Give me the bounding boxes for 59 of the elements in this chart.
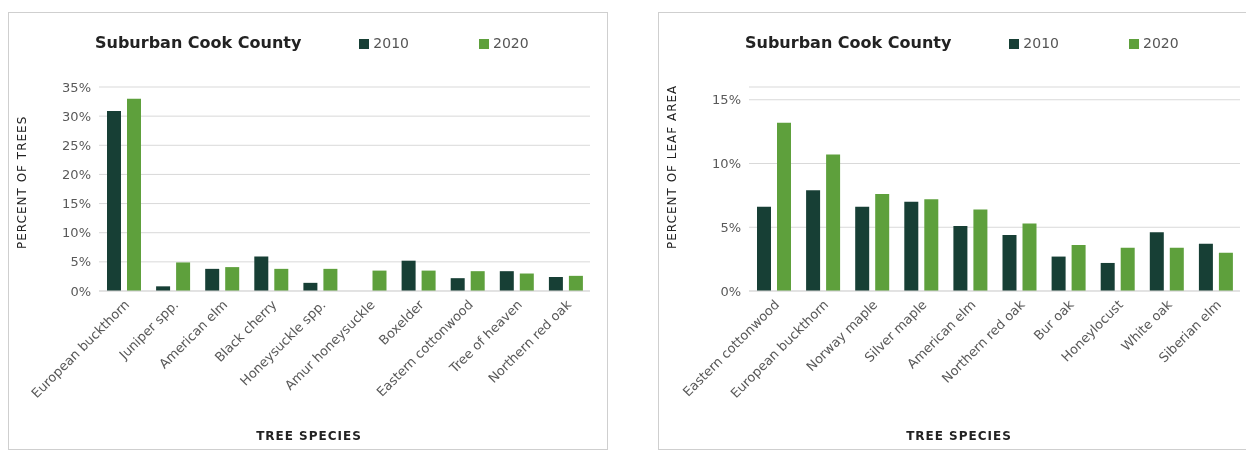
bar [1149, 232, 1164, 291]
bar [973, 209, 988, 291]
y-tick-label: 0% [70, 283, 91, 299]
chart-title: Suburban Cook County [745, 33, 952, 52]
chart-title: Suburban Cook County [95, 33, 302, 52]
y-tick-label: 25% [62, 137, 91, 153]
bar [777, 122, 791, 291]
bar [176, 262, 191, 291]
legend-label: 2010 [373, 35, 409, 51]
bar [875, 194, 890, 291]
y-tick-label: 15% [712, 92, 741, 108]
y-tick-label: 10% [712, 156, 741, 172]
y-tick-label: 20% [62, 167, 91, 183]
bar [205, 268, 220, 291]
legend-label: 2010 [1023, 35, 1059, 51]
bar [1198, 243, 1213, 291]
y-tick-label: 5% [720, 219, 741, 235]
bar [953, 225, 968, 291]
bar [568, 275, 583, 291]
bar [1051, 256, 1066, 291]
bar [1002, 234, 1017, 291]
bar [127, 98, 141, 291]
bar [499, 271, 514, 291]
bar [421, 270, 436, 291]
y-tick-label: 15% [62, 196, 91, 212]
bar [826, 154, 841, 291]
bar [1169, 247, 1184, 291]
bar [372, 270, 387, 291]
bar [806, 190, 821, 291]
y-axis-title: PERCENT OF LEAF AREA [665, 84, 680, 249]
bar [904, 201, 919, 291]
bar [225, 267, 240, 291]
legend-label: 2020 [1143, 35, 1179, 51]
x-axis-title: TREE SPECIES [255, 429, 363, 443]
y-axis-title: PERCENT OF TREES [15, 115, 30, 249]
bar [254, 256, 269, 291]
bar [107, 110, 121, 291]
bar [855, 206, 870, 291]
x-axis-title: TREE SPECIES [905, 429, 1013, 443]
bar [519, 273, 534, 291]
bar [924, 199, 939, 291]
bar [1120, 247, 1135, 291]
bar [401, 260, 416, 291]
bar [470, 271, 485, 291]
y-tick-label: 10% [62, 225, 91, 241]
y-tick-label: 0% [720, 283, 741, 299]
y-tick-label: 5% [70, 254, 91, 270]
legend-label: 2020 [493, 35, 529, 51]
bar [1218, 252, 1233, 291]
bar [1022, 223, 1037, 291]
bar [548, 277, 563, 291]
bar [450, 278, 465, 291]
bar [1071, 245, 1086, 291]
bar [757, 206, 771, 291]
y-tick-label: 35% [62, 79, 91, 95]
y-tick-label: 30% [62, 108, 91, 124]
bar [1100, 262, 1115, 291]
bar [323, 268, 338, 291]
bar [274, 268, 289, 291]
